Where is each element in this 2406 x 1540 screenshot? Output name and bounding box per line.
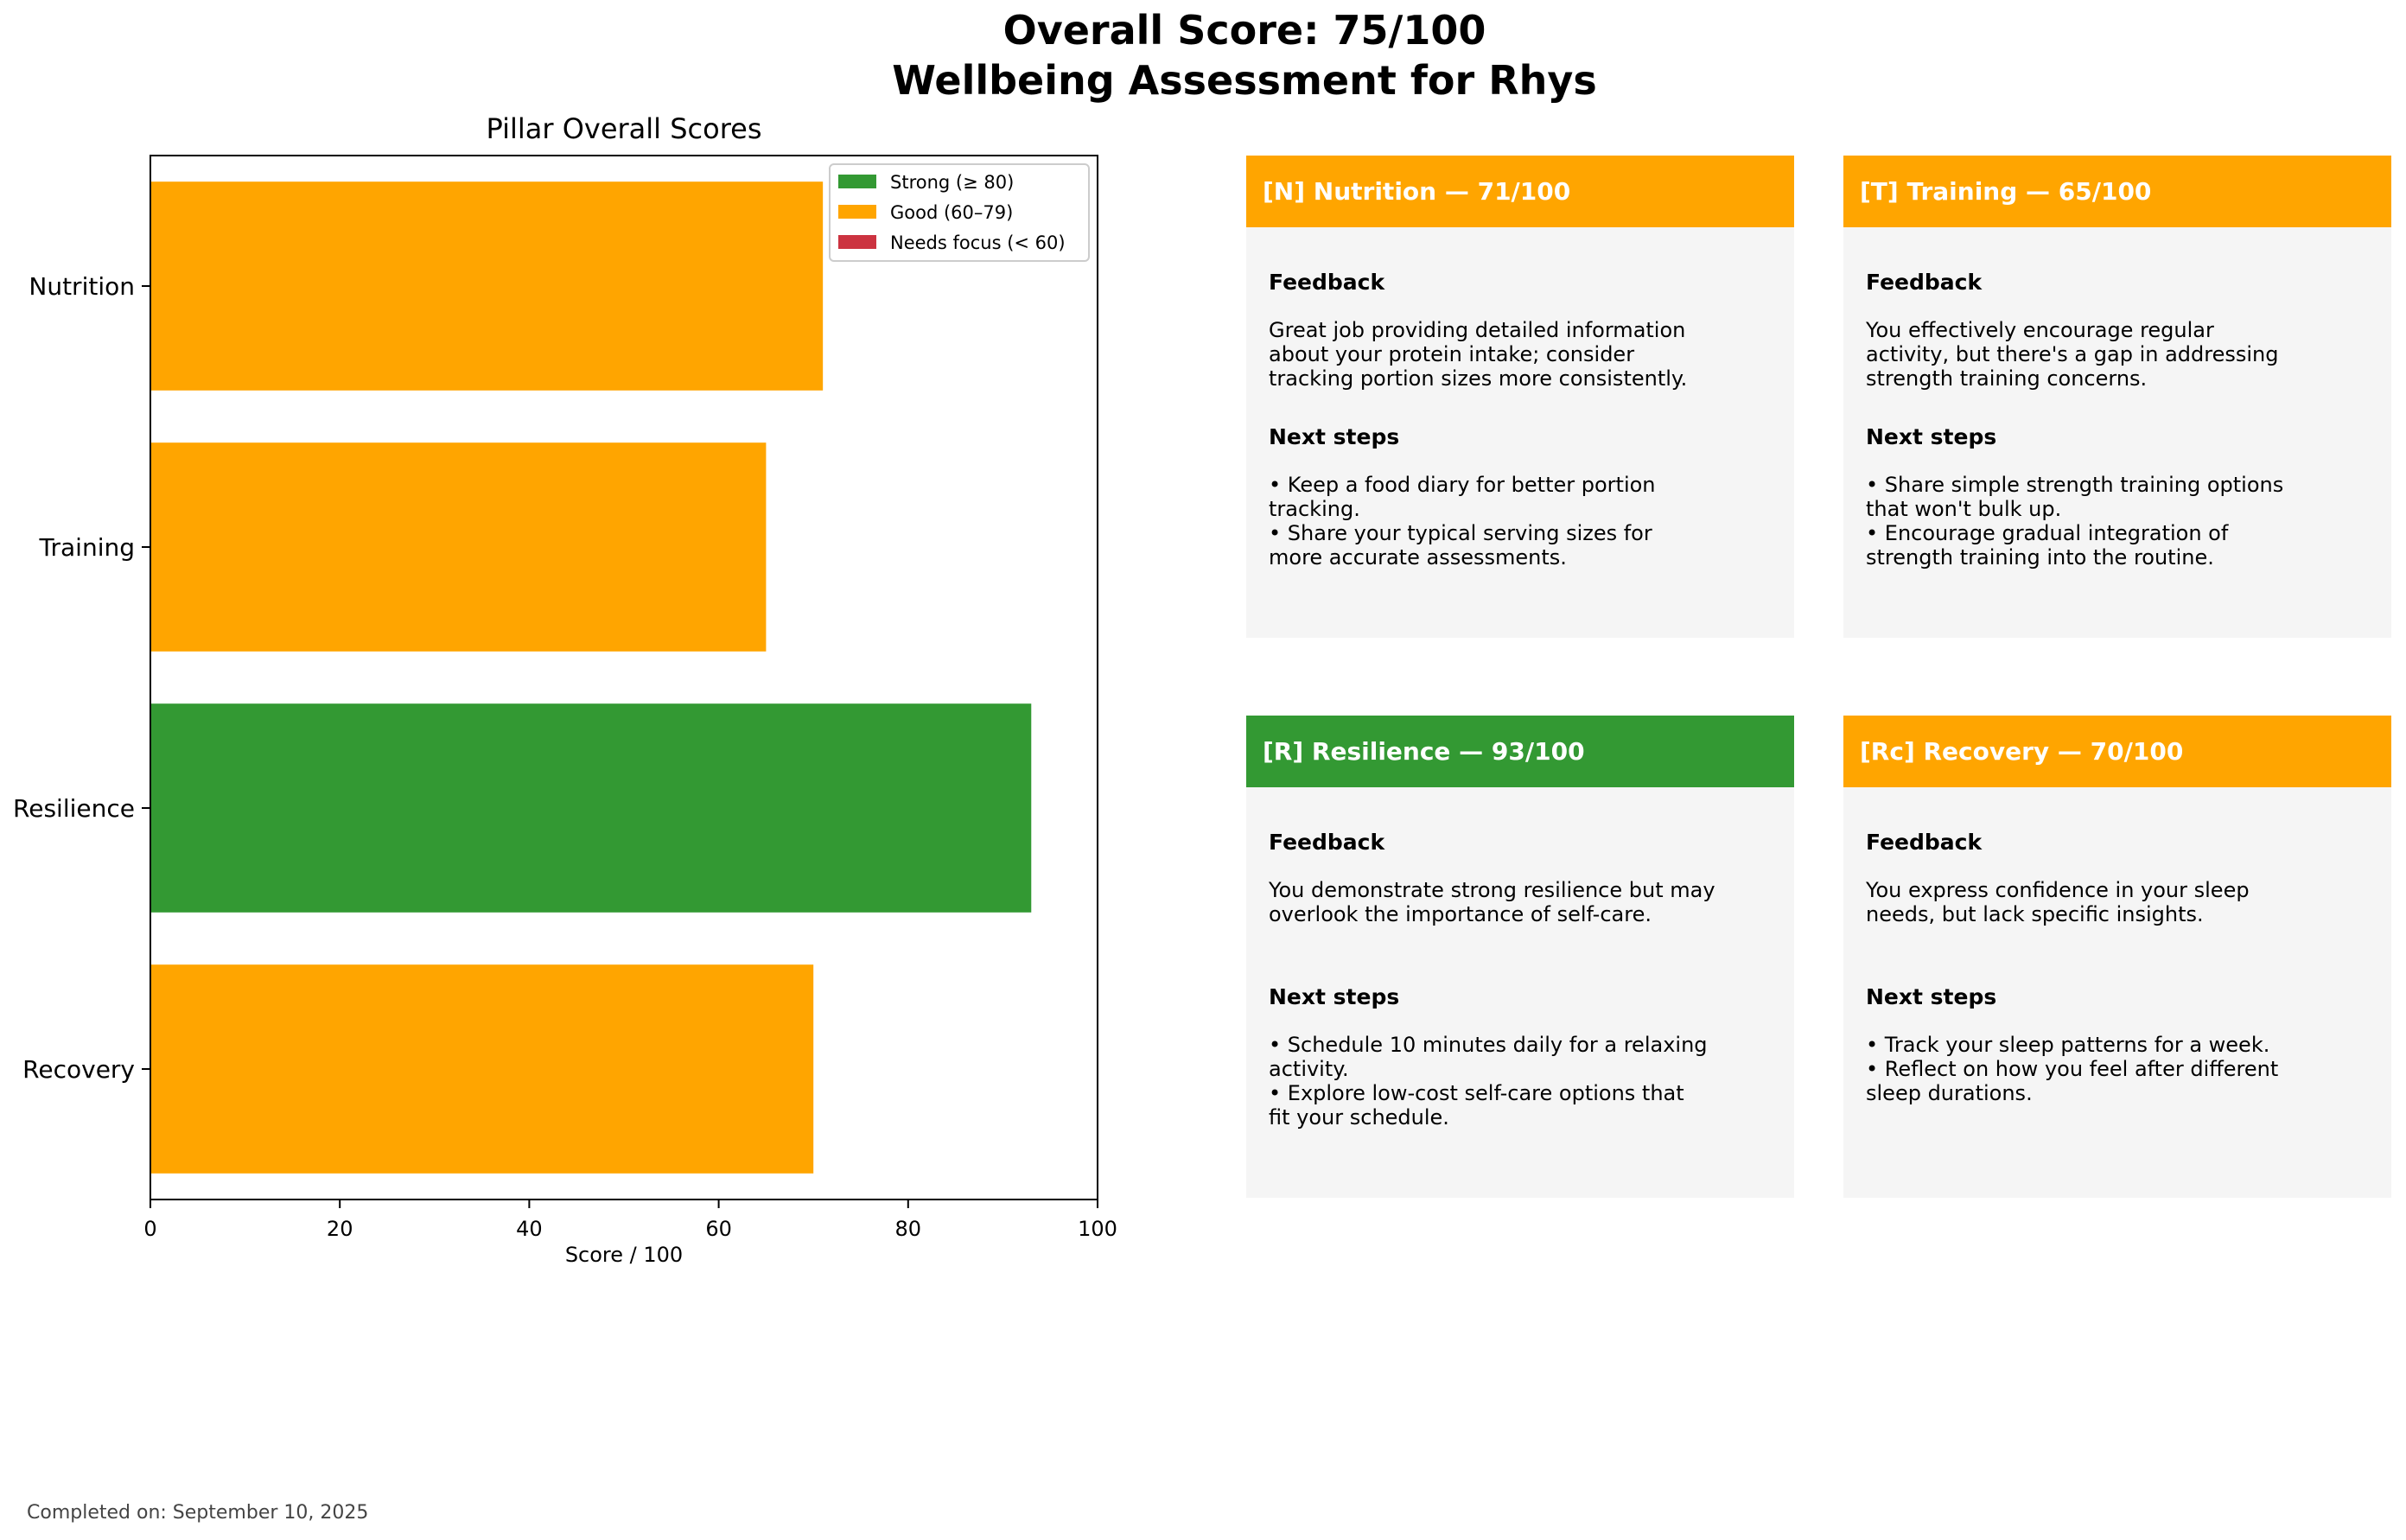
next-steps-heading: Next steps [1866,984,1997,1009]
main-title: Overall Score: 75/100 Wellbeing Assessme… [0,5,2406,105]
bar-training [150,442,767,652]
x-tick-label: 20 [327,1217,353,1241]
legend-swatch [838,235,876,249]
x-axis-label: Score / 100 [565,1243,683,1267]
overall-score-title: Overall Score: 75/100 [1002,7,1486,54]
card-resilience-title: [R] Resilience — 93/100 [1263,737,1585,766]
legend-swatch [838,175,876,188]
chart-title: Pillar Overall Scores [486,112,761,145]
card-training-header: [T] Training — 65/100 [1843,156,2391,227]
y-tick-label: Training [39,533,135,562]
card-training-title: [T] Training — 65/100 [1860,177,2152,206]
x-tick-label: 0 [143,1217,156,1241]
feedback-heading: Feedback [1866,270,1983,295]
feedback-text: Great job providing detailed information… [1269,318,1688,391]
x-tick-label: 80 [895,1217,922,1241]
legend-label: Strong (≥ 80) [890,172,1014,193]
card-nutrition: [N] Nutrition — 71/100 Feedback Great jo… [1246,156,1794,638]
feedback-heading: Feedback [1866,830,1983,855]
card-training: [T] Training — 65/100 Feedback You effec… [1843,156,2391,638]
feedback-heading: Feedback [1269,270,1385,295]
bar-recovery [150,964,814,1174]
feedback-text: You effectively encourage regular activi… [1866,318,2279,391]
completed-date: Completed on: September 10, 2025 [27,1502,369,1524]
next-steps-text: • Share simple strength training options… [1866,473,2284,570]
next-steps-text: • Track your sleep patterns for a week. … [1866,1033,2279,1105]
x-tick-label: 100 [1078,1217,1117,1241]
card-recovery-title: [Rc] Recovery — 70/100 [1860,737,2184,766]
next-steps-text: • Keep a food diary for better portion t… [1269,473,1656,570]
legend-swatch [838,205,876,219]
y-tick-label: Resilience [13,794,135,823]
plot-frame [150,155,1098,1200]
card-recovery: [Rc] Recovery — 70/100 Feedback You expr… [1843,716,2391,1198]
x-tick-label: 60 [705,1217,732,1241]
next-steps-heading: Next steps [1269,984,1400,1009]
next-steps-text: • Schedule 10 minutes daily for a relaxi… [1269,1033,1708,1130]
legend-box [829,163,1090,262]
y-tick-label: Nutrition [29,272,135,301]
legend-label: Good (60–79) [890,202,1013,223]
feedback-heading: Feedback [1269,830,1385,855]
legend-label: Needs focus (< 60) [890,232,1066,253]
next-steps-heading: Next steps [1866,424,1997,449]
assessment-title: Wellbeing Assessment for Rhys [892,57,1597,104]
pillar-scores-chart: Pillar Overall Scores Nutrition Training R… [13,112,1117,1267]
feedback-text: You demonstrate strong resilience but ma… [1269,878,1715,926]
y-tick-label: Recovery [22,1055,135,1084]
card-recovery-header: [Rc] Recovery — 70/100 [1843,716,2391,787]
card-nutrition-title: [N] Nutrition — 71/100 [1263,177,1571,206]
bar-nutrition [150,181,824,391]
bar-resilience [150,703,1032,913]
card-resilience-header: [R] Resilience — 93/100 [1246,716,1794,787]
card-resilience: [R] Resilience — 93/100 Feedback You dem… [1246,716,1794,1198]
next-steps-heading: Next steps [1269,424,1400,449]
card-nutrition-header: [N] Nutrition — 71/100 [1246,156,1794,227]
x-tick-label: 40 [516,1217,543,1241]
feedback-text: You express confidence in your sleep nee… [1866,878,2250,926]
